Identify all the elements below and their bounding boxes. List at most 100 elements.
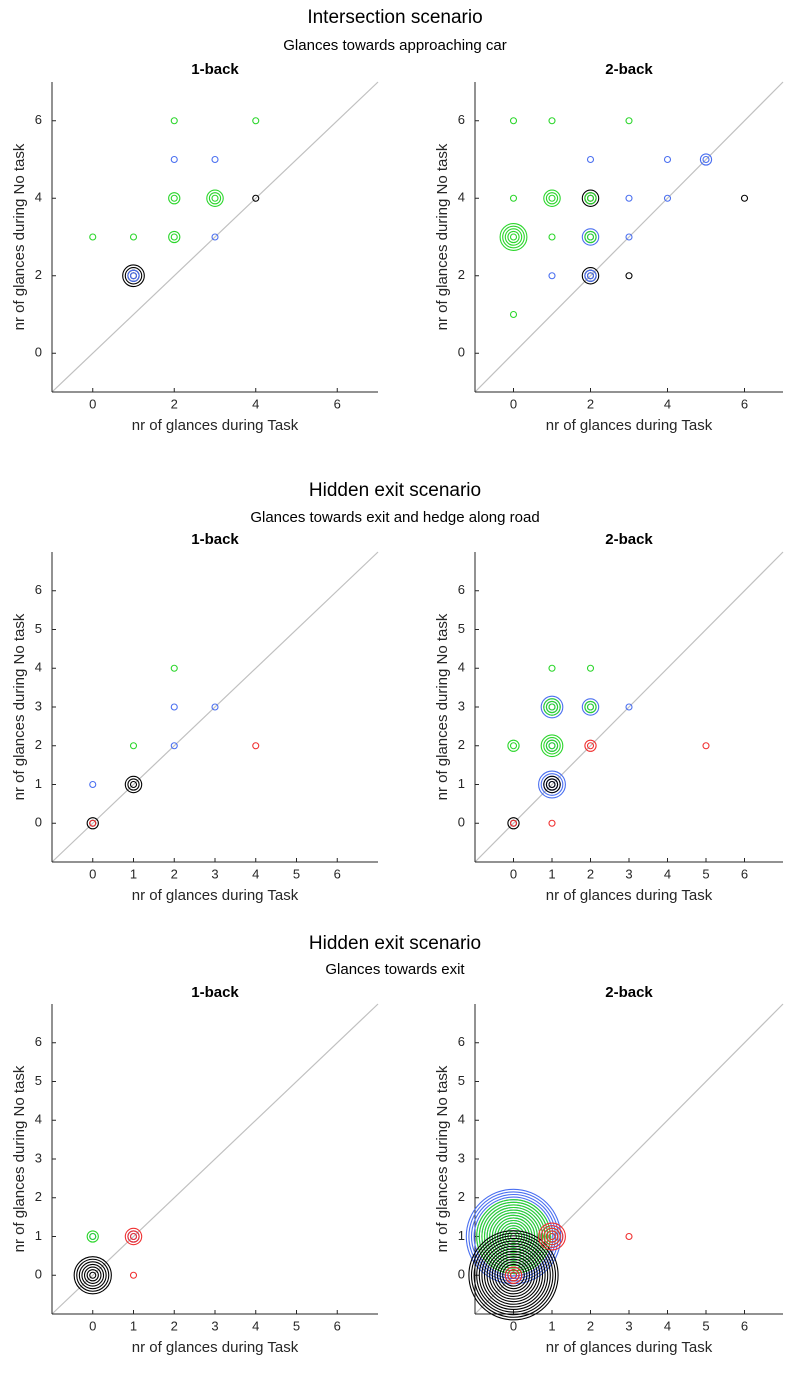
y-tick-label: 5 (35, 1073, 42, 1088)
ring (496, 1258, 531, 1292)
ring (543, 189, 561, 208)
ring (124, 266, 143, 285)
ring (586, 155, 595, 164)
ring (499, 1261, 528, 1290)
y-tick-label: 6 (35, 112, 42, 127)
ring (89, 819, 97, 827)
ring (538, 1222, 566, 1251)
point (499, 223, 528, 251)
x-tick-label: 4 (252, 396, 259, 411)
ring (127, 1230, 140, 1243)
ring (586, 664, 595, 672)
ring (543, 698, 561, 716)
x-tick-label: 1 (548, 1318, 555, 1333)
chart-title: 2-back (605, 531, 653, 548)
point (663, 194, 672, 202)
x-tick-label: 5 (702, 1318, 709, 1333)
y-tick-label: 5 (458, 1073, 465, 1088)
ring (548, 233, 556, 241)
chart-title: 1-back (191, 984, 239, 1001)
ring (581, 189, 600, 208)
x-tick-label: 6 (741, 396, 748, 411)
point (127, 269, 140, 282)
ring (543, 1227, 561, 1246)
ring (625, 272, 633, 280)
y-tick-label: 3 (35, 698, 42, 713)
ring (548, 819, 556, 827)
ring (702, 742, 710, 750)
x-tick-label: 2 (587, 866, 594, 881)
point (168, 192, 181, 205)
chart-title: 1-back (191, 531, 239, 548)
point (211, 155, 219, 164)
ring (502, 1225, 525, 1248)
point (129, 233, 138, 241)
point (504, 1266, 523, 1285)
y-tick-label: 2 (458, 737, 465, 752)
ring (81, 1263, 105, 1287)
y-tick-label: 6 (35, 1034, 42, 1049)
point (170, 664, 178, 672)
point (663, 155, 672, 164)
ring (507, 739, 520, 752)
point (170, 155, 178, 164)
ring (486, 1248, 541, 1303)
point (740, 194, 749, 202)
ring (504, 1266, 523, 1285)
ring (545, 739, 559, 752)
x-tick-label: 2 (587, 396, 594, 411)
ring (170, 664, 178, 672)
y-tick-label: 0 (35, 815, 42, 830)
section-subtitle: Glances towards exit (325, 961, 465, 978)
section-title: Intersection scenario (307, 7, 482, 28)
ring (509, 194, 518, 202)
ring (481, 1204, 546, 1269)
ring (170, 117, 178, 125)
ring (507, 230, 520, 244)
ring (581, 266, 600, 285)
y-tick-label: 4 (35, 190, 42, 205)
ring (540, 734, 564, 758)
y-tick-label: 0 (458, 1267, 465, 1282)
ring (127, 269, 140, 282)
ring (252, 117, 260, 125)
ring (548, 742, 556, 750)
ring (89, 1232, 97, 1241)
point (509, 194, 518, 202)
ring (84, 1266, 102, 1285)
ring (509, 117, 518, 125)
y-tick-label: 1 (35, 776, 42, 791)
chart-title: 2-back (605, 61, 653, 78)
ring (586, 233, 595, 241)
ring (170, 194, 178, 202)
point (586, 155, 595, 164)
diagonal-line (51, 81, 379, 393)
ring (483, 1245, 544, 1305)
point (124, 775, 143, 794)
y-tick-label: 4 (35, 660, 42, 675)
x-tick-label: 2 (587, 1318, 594, 1333)
chart: 1-back 0 1 2 3 4 5 6 0 1 2 3 4 5 6 nr of glances during… (11, 531, 379, 904)
chart: 2-back 0 1 2 3 4 5 6 0 1 2 3 4 5 6 nr of glances during… (434, 984, 784, 1356)
point (211, 233, 219, 241)
ring (481, 1243, 546, 1308)
ring (129, 1232, 138, 1241)
ring (473, 1235, 554, 1316)
x-tick-label: 5 (293, 1318, 300, 1333)
ring (170, 742, 178, 750)
ring (509, 233, 518, 241)
ring (211, 155, 219, 164)
ring (509, 1271, 518, 1279)
point (89, 819, 97, 827)
point (73, 1256, 112, 1295)
ring (499, 223, 528, 251)
x-tick-label: 4 (664, 866, 671, 881)
x-tick-label: 1 (130, 1318, 137, 1333)
point (543, 698, 561, 716)
point (509, 310, 518, 319)
ring (489, 1212, 538, 1261)
ring (478, 1240, 549, 1311)
x-tick-label: 0 (510, 396, 517, 411)
ring (540, 695, 564, 719)
